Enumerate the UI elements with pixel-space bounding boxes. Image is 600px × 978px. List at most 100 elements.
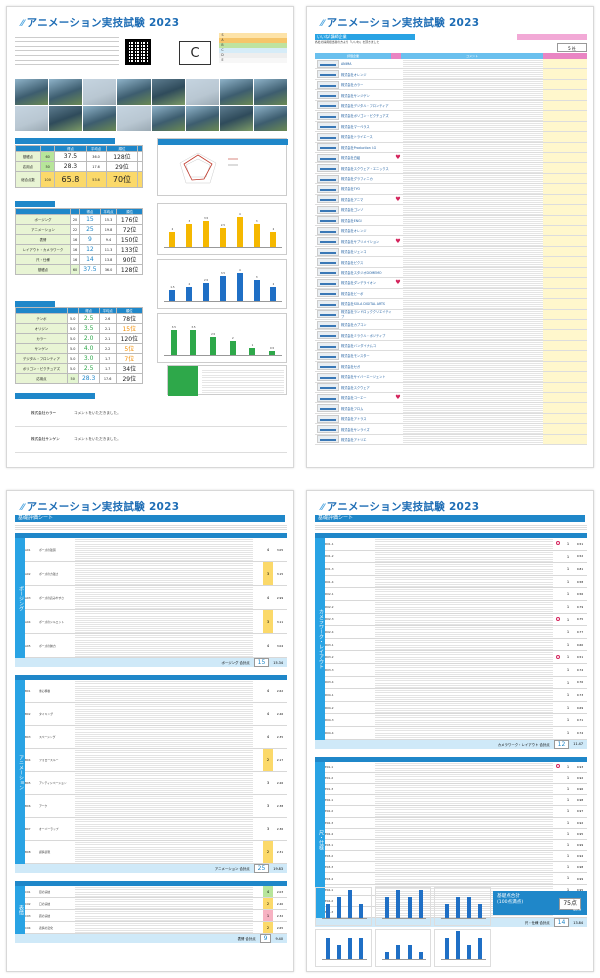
company-name: 株式会社フロム [341, 406, 364, 411]
comment-text [403, 340, 543, 351]
chart-bar-value: 3 [188, 220, 191, 224]
item-average: 0.52 [576, 554, 584, 559]
item-score: 2 [263, 841, 273, 863]
company-name: 株式会社ピクス [341, 260, 364, 265]
item-average: 3.05 [276, 547, 284, 552]
item-score: 3 [266, 827, 270, 831]
company-logo [317, 331, 339, 340]
chart-bar-value: 2.5 [211, 333, 216, 337]
circle-mark-icon [556, 654, 560, 659]
chart-bar-value: 2 [188, 282, 191, 286]
item-score: 1 [566, 854, 570, 859]
item-average: 3.11 [276, 619, 284, 624]
chart-bar [325, 938, 330, 959]
subtotal-average: 15.34 [273, 660, 283, 665]
comment-extra [543, 278, 587, 288]
chart-bar-value: 2.5 [220, 224, 226, 228]
circle-mark-icon [556, 764, 560, 769]
chart-bar [407, 896, 412, 918]
evaluation-section: C01 目の演技 4 2.03 C02 口の演技 2 2.40 C03 眉の演技 1 2.32 C04 表… [15, 881, 287, 943]
company-name: 株式会社白組 [341, 156, 361, 161]
evaluation-header [315, 756, 587, 762]
company-name: 株式会社コーエー [341, 396, 367, 401]
page-title: ⁄⁄ アニメーション実技試験 2023 [321, 17, 480, 29]
evaluation-header [15, 881, 287, 886]
evaluation-row: A03 ポーズの読みやすさ 4 2.99 [15, 586, 287, 610]
company-name: 株式会社スタジオDOMEMO [341, 270, 382, 275]
item-id: D01-3 [325, 566, 334, 571]
company-row: 株式会社TYO [315, 184, 587, 195]
evaluation-row: D03-1 1 0.60 [315, 638, 587, 652]
chart-applied: 3.5 3.5 2.5 2 1 0.5 [157, 313, 287, 363]
likes-column-headers: 評価企業 コメント [315, 53, 587, 59]
item-title: ポーズの読みやすさ [39, 595, 65, 600]
company-row: 株式会社ピクス [315, 257, 587, 268]
comment-text [403, 90, 543, 100]
qr-code[interactable] [125, 39, 151, 65]
item-average: 0.75 [576, 617, 584, 622]
comment-extra [543, 142, 587, 152]
company-row: 株式会社セガ [315, 361, 587, 373]
chart-bar: 1 [249, 344, 256, 355]
page-evaluation-sheet-1: ⁄⁄ アニメーション実技試験 2023 基礎評価シート A01 ポーズの強弱 4 3.0… [6, 490, 294, 972]
item-average: 0.95 [576, 831, 584, 836]
chart-bar [396, 889, 401, 918]
comment-extra [543, 288, 587, 299]
company-row: 株式会社グラフィニカ [315, 173, 587, 185]
chart-bar-value: 3 [255, 220, 258, 224]
comment-text [403, 152, 543, 163]
item-score: 4 [266, 644, 270, 648]
evaluation-section: A01 ポーズの強弱 4 3.05 A02 ポーズの力強さ 3 3.15 A03 ポーズの読みやす… [15, 533, 287, 667]
subtotal-value: 14 [553, 918, 570, 928]
comment-extra [543, 236, 587, 246]
comment-text [403, 111, 543, 121]
company-row: 株式会社モンスター [315, 351, 587, 362]
company-row: 株式会社ゴンゾ [315, 205, 587, 216]
likes-count-label [517, 34, 587, 40]
evaluation-row: D03-2 1 0.51 [315, 651, 587, 664]
comment-extra [543, 79, 587, 90]
evaluation-row: D04-2 1 0.69 [315, 701, 587, 715]
chart-posing: 2 3 3.5 2.5 4 3 2 [157, 203, 287, 255]
company-row: 株式会社サイバーエージェント [315, 372, 587, 383]
sheet-title: 基礎評価シート [15, 515, 285, 522]
evaluation-header [315, 533, 587, 538]
company-logo [317, 351, 339, 360]
item-id: D03-1 [325, 642, 334, 647]
chart-bar-value: 2 [272, 282, 275, 286]
comment-extra [543, 246, 587, 257]
page-title: ⁄⁄ アニメーション実技試験 2023 [321, 501, 480, 513]
comment-extra [543, 361, 587, 372]
chart-bar [407, 945, 412, 959]
item-score: 1 [566, 809, 570, 814]
item-score: 4 [266, 596, 270, 600]
radar-chart-svg [158, 139, 288, 184]
item-id: C03 [25, 913, 31, 918]
company-name: 株式会社ミラクル・ポジティブ [341, 333, 386, 338]
company-logo [317, 299, 339, 308]
company-name: 株式会社アニマ [341, 197, 364, 202]
animation-frame-thumbnails [15, 79, 287, 131]
item-average: 0.51 [576, 655, 584, 660]
chart-bar: 1.5 [169, 286, 176, 301]
comment-text [403, 257, 543, 267]
evaluation-row: E02-2 1 0.97 [315, 806, 587, 818]
section-subtotal: 尺・仕様 合計点 14 13.84 [315, 918, 587, 928]
chart-bar [467, 896, 472, 918]
item-title: アンティシペーション [39, 781, 67, 785]
item-score: 4 [266, 548, 270, 552]
item-id: B03 [25, 735, 31, 739]
company-logo [317, 143, 339, 152]
company-row: 株式会社アニマ ♥ [315, 194, 587, 206]
item-score: 1 [566, 876, 570, 881]
comment-extra [543, 424, 587, 434]
company-name: 株式会社サブリメイション [341, 239, 380, 244]
comment-text [403, 309, 543, 319]
company-name: 株式会社ジェンコ [341, 250, 367, 255]
radar-chart [157, 138, 288, 196]
chart-bar-value: 3.5 [220, 272, 226, 276]
evaluation-row: A01 ポーズの強弱 4 3.05 [15, 538, 287, 562]
evaluation-row: D04-4 1 0.74 [315, 726, 587, 740]
grade-legend: S A B C D E [219, 33, 287, 63]
company-logo [317, 226, 339, 235]
